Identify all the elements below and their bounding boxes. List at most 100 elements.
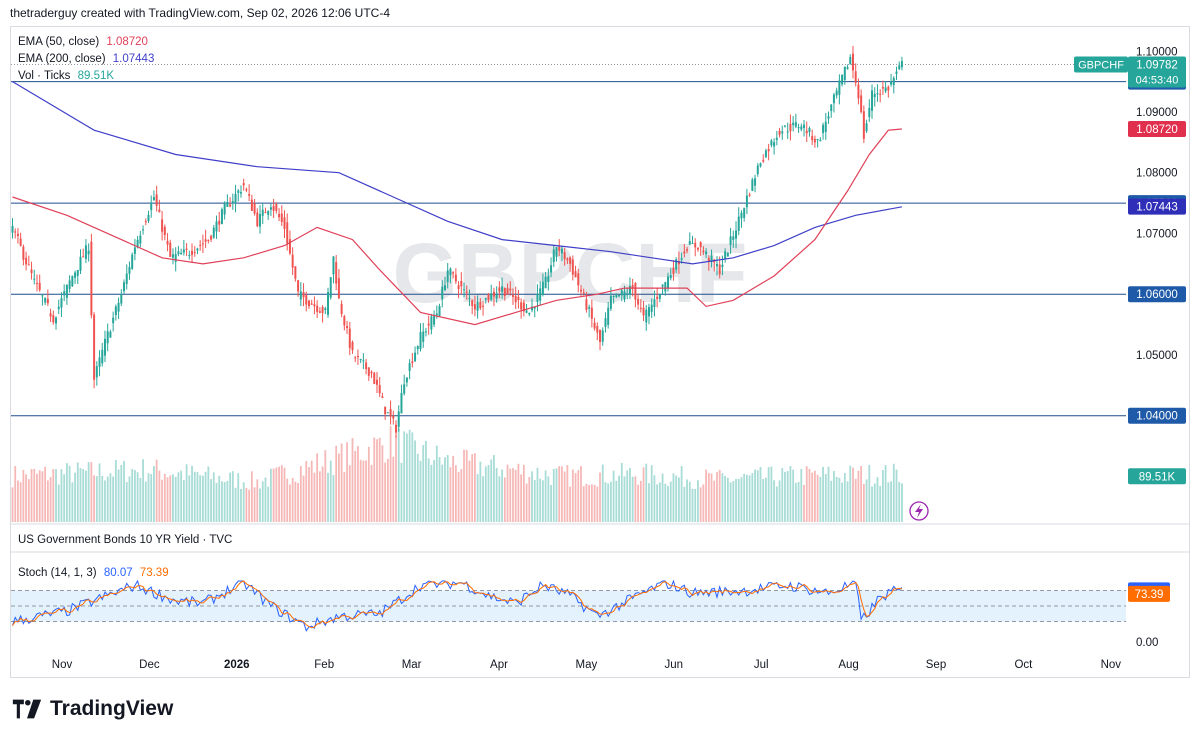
candle-body[interactable] bbox=[522, 302, 525, 312]
candle-body[interactable] bbox=[639, 307, 642, 309]
candle-body[interactable] bbox=[272, 205, 275, 211]
candle-body[interactable] bbox=[158, 209, 161, 213]
candle-body[interactable] bbox=[136, 239, 139, 248]
candle-body[interactable] bbox=[120, 294, 123, 304]
candle-body[interactable] bbox=[49, 313, 52, 317]
stoch-d-line[interactable] bbox=[12, 580, 902, 629]
candle-body[interactable] bbox=[359, 358, 362, 360]
candle-body[interactable] bbox=[492, 291, 495, 297]
candle-body[interactable] bbox=[667, 276, 670, 288]
candle-body[interactable] bbox=[890, 81, 893, 85]
candle-body[interactable] bbox=[868, 107, 871, 118]
candle-body[interactable] bbox=[370, 371, 373, 374]
candle-body[interactable] bbox=[11, 226, 14, 233]
candle-body[interactable] bbox=[60, 298, 63, 308]
candle-body[interactable] bbox=[297, 280, 300, 292]
candle-body[interactable] bbox=[74, 272, 77, 278]
candle-body[interactable] bbox=[748, 194, 751, 196]
candle-body[interactable] bbox=[827, 116, 830, 119]
candle-body[interactable] bbox=[786, 131, 789, 133]
candle-body[interactable] bbox=[68, 280, 71, 289]
candle-body[interactable] bbox=[452, 272, 455, 274]
candle-body[interactable] bbox=[329, 277, 332, 298]
candle-body[interactable] bbox=[808, 127, 811, 133]
candle-body[interactable] bbox=[14, 231, 17, 233]
candle-body[interactable] bbox=[125, 273, 128, 284]
candle-body[interactable] bbox=[881, 87, 884, 89]
candle-body[interactable] bbox=[44, 297, 47, 303]
candle-body[interactable] bbox=[762, 159, 765, 162]
candle-body[interactable] bbox=[22, 246, 25, 260]
candle-body[interactable] bbox=[620, 290, 623, 296]
candle-body[interactable] bbox=[588, 307, 591, 309]
candle-body[interactable] bbox=[220, 209, 223, 224]
candle-body[interactable] bbox=[441, 286, 444, 300]
candle-body[interactable] bbox=[571, 259, 574, 275]
candle-body[interactable] bbox=[686, 249, 689, 251]
candle-body[interactable] bbox=[468, 298, 471, 300]
candle-body[interactable] bbox=[898, 65, 901, 70]
candle-body[interactable] bbox=[55, 317, 58, 324]
candle-body[interactable] bbox=[892, 77, 895, 86]
candle-body[interactable] bbox=[463, 289, 466, 291]
candle-body[interactable] bbox=[484, 298, 487, 300]
candle-body[interactable] bbox=[476, 301, 479, 311]
candle-body[interactable] bbox=[550, 265, 553, 273]
candle-body[interactable] bbox=[416, 346, 419, 350]
candle-body[interactable] bbox=[84, 245, 87, 259]
candle-body[interactable] bbox=[514, 295, 517, 303]
candle-body[interactable] bbox=[169, 242, 172, 257]
candle-body[interactable] bbox=[193, 252, 196, 254]
candle-body[interactable] bbox=[375, 379, 378, 385]
candle-body[interactable] bbox=[438, 306, 441, 317]
candle-body[interactable] bbox=[321, 307, 324, 314]
candle-body[interactable] bbox=[871, 90, 874, 111]
candle-body[interactable] bbox=[174, 254, 177, 262]
candle-body[interactable] bbox=[305, 295, 308, 305]
candle-body[interactable] bbox=[310, 303, 313, 305]
candle-body[interactable] bbox=[729, 236, 732, 245]
candle-body[interactable] bbox=[302, 292, 305, 298]
candle-body[interactable] bbox=[427, 323, 430, 326]
candle-body[interactable] bbox=[180, 252, 183, 255]
candle-body[interactable] bbox=[354, 357, 357, 359]
candle-body[interactable] bbox=[261, 209, 264, 216]
candle-body[interactable] bbox=[754, 178, 757, 186]
candle-body[interactable] bbox=[631, 285, 634, 289]
candle-body[interactable] bbox=[813, 138, 816, 143]
candle-body[interactable] bbox=[182, 249, 185, 253]
candle-body[interactable] bbox=[811, 135, 814, 141]
candle-body[interactable] bbox=[544, 276, 547, 289]
candle-body[interactable] bbox=[574, 271, 577, 278]
candle-body[interactable] bbox=[696, 247, 699, 250]
candle-body[interactable] bbox=[822, 124, 825, 134]
candle-body[interactable] bbox=[876, 93, 879, 95]
candle-body[interactable] bbox=[313, 304, 316, 307]
candle-body[interactable] bbox=[721, 264, 724, 267]
candle-body[interactable] bbox=[147, 215, 150, 222]
candle-body[interactable] bbox=[465, 291, 468, 293]
candle-body[interactable] bbox=[781, 131, 784, 134]
candle-body[interactable] bbox=[778, 130, 781, 135]
candle-body[interactable] bbox=[231, 201, 234, 204]
candle-body[interactable] bbox=[332, 256, 335, 275]
candle-body[interactable] bbox=[389, 409, 392, 417]
candle-body[interactable] bbox=[397, 411, 400, 427]
candle-body[interactable] bbox=[805, 130, 808, 134]
ema50-line[interactable] bbox=[12, 128, 902, 326]
candle-body[interactable] bbox=[694, 242, 697, 248]
candle-body[interactable] bbox=[414, 352, 417, 362]
candle-body[interactable] bbox=[245, 189, 248, 191]
candle-body[interactable] bbox=[797, 127, 800, 129]
candle-body[interactable] bbox=[30, 269, 33, 274]
candle-body[interactable] bbox=[737, 216, 740, 231]
candle-body[interactable] bbox=[449, 268, 452, 275]
candle-body[interactable] bbox=[41, 295, 44, 297]
candle-body[interactable] bbox=[599, 329, 602, 343]
candle-body[interactable] bbox=[57, 306, 60, 310]
candle-body[interactable] bbox=[800, 126, 803, 130]
candle-body[interactable] bbox=[316, 305, 319, 312]
candle-body[interactable] bbox=[163, 226, 166, 236]
candle-body[interactable] bbox=[288, 239, 291, 254]
candle-body[interactable] bbox=[454, 274, 457, 282]
